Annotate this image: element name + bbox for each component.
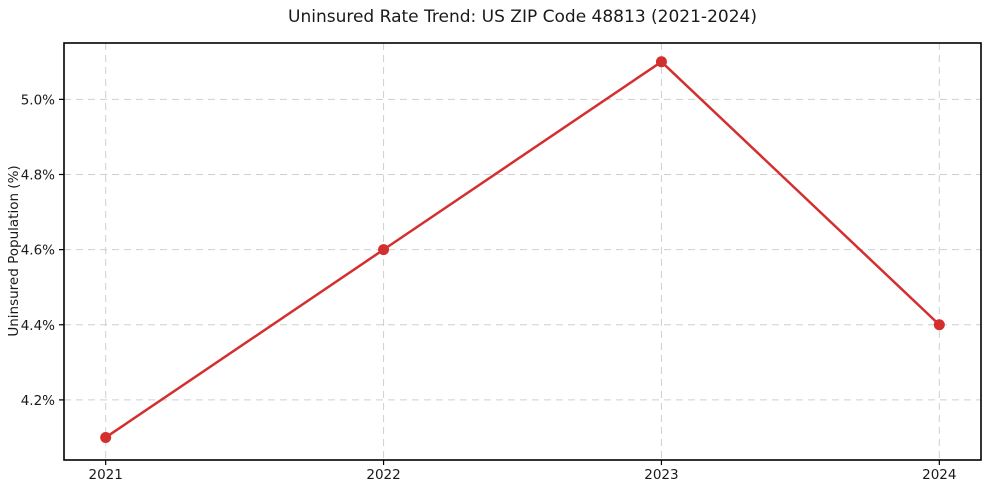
y-tick-label: 4.4%	[21, 318, 55, 334]
data-point-marker	[378, 244, 390, 256]
plot-border	[63, 42, 982, 461]
chart-title: Uninsured Rate Trend: US ZIP Code 48813 …	[288, 7, 757, 27]
data-point-marker	[100, 431, 112, 443]
x-tick-label: 2021	[89, 467, 123, 483]
x-tick-label: 2022	[366, 467, 400, 483]
x-tick-label: 2023	[644, 467, 678, 483]
y-tick-label: 5.0%	[21, 92, 55, 108]
data-point-marker	[933, 319, 945, 331]
y-tick-label: 4.6%	[21, 243, 55, 259]
y-tick-label: 4.2%	[21, 393, 55, 409]
data-point-marker	[655, 56, 667, 68]
x-tick-label: 2024	[922, 467, 956, 483]
y-tick-label: 4.8%	[21, 167, 55, 183]
trend-line	[104, 60, 941, 439]
